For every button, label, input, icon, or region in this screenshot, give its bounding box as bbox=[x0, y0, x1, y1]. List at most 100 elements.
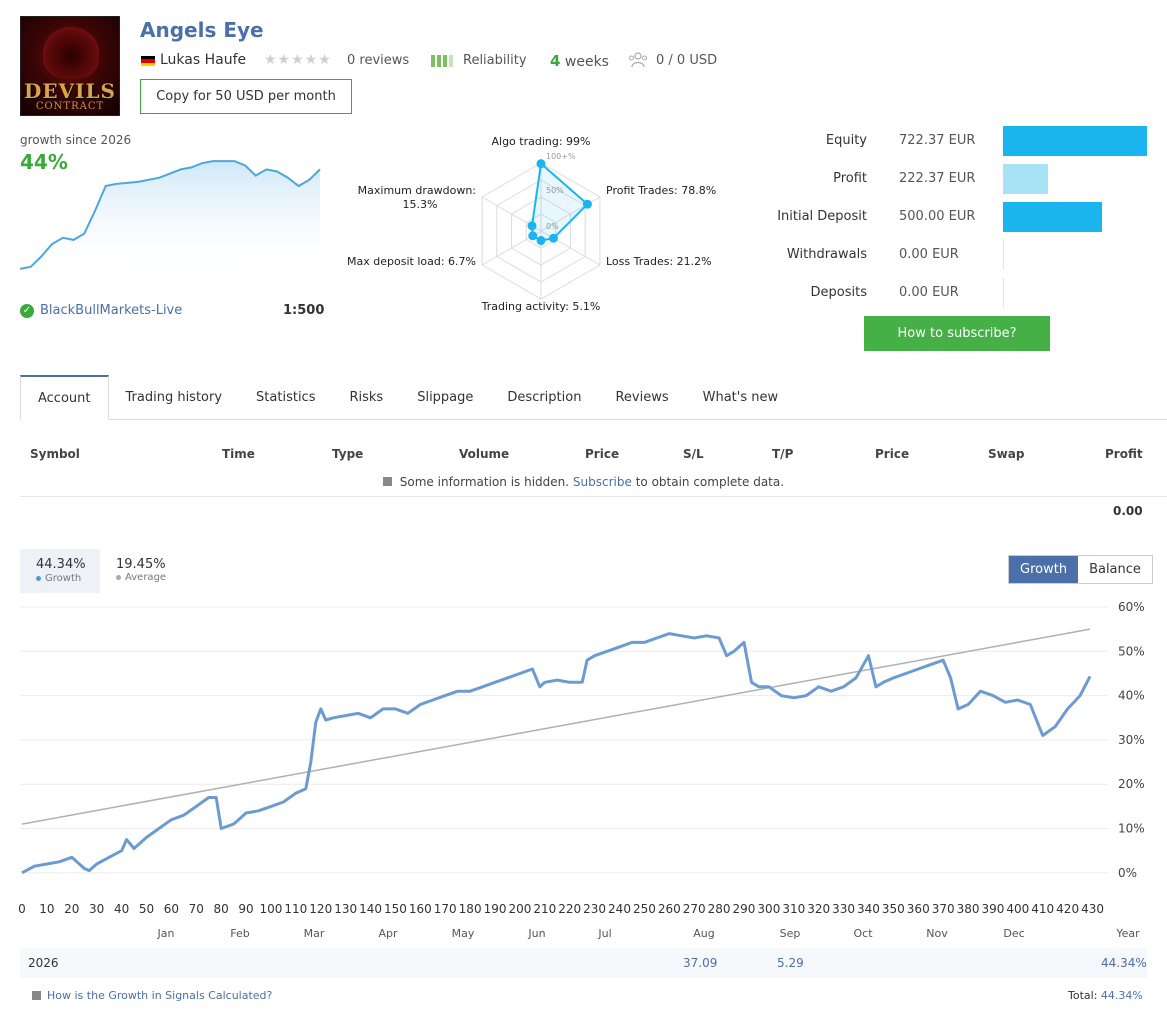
column-header: T/P bbox=[772, 447, 794, 461]
radar-scale-50: 50% bbox=[546, 186, 564, 195]
chart-month-label: Feb bbox=[230, 927, 249, 940]
radar-label-loss: Loss Trades: 21.2% bbox=[606, 255, 712, 268]
radar-label-drawdown: Maximum drawdown: bbox=[358, 184, 476, 197]
chart-x-tick: 430 bbox=[1081, 902, 1104, 916]
chart-x-tick: 240 bbox=[608, 902, 631, 916]
year-row bbox=[20, 948, 1147, 978]
growth-series-line bbox=[21, 632, 1092, 875]
stat-value: 222.37 EUR bbox=[899, 171, 976, 186]
mini-growth-chart bbox=[20, 160, 321, 276]
tab-reviews[interactable]: Reviews bbox=[615, 390, 669, 405]
chart-x-tick: 0 bbox=[18, 902, 26, 916]
growth-help-text[interactable]: How is the Growth in Signals Calculated? bbox=[47, 989, 273, 1002]
reviews-count[interactable]: 0 reviews bbox=[347, 53, 410, 68]
chart-x-tick: 20 bbox=[64, 902, 79, 916]
table-divider bbox=[20, 496, 1167, 497]
author-name[interactable]: Lukas Haufe bbox=[160, 52, 247, 68]
growth-toggle-button[interactable]: Growth bbox=[1009, 556, 1079, 583]
radar-label-activity: Trading activity: 5.1% bbox=[481, 300, 601, 313]
rating-stars-icon: ★★★★★ bbox=[264, 52, 332, 68]
growth-help-link[interactable]: How is the Growth in Signals Calculated? bbox=[32, 989, 272, 1002]
column-header: S/L bbox=[683, 447, 704, 461]
broker-name[interactable]: BlackBullMarkets-Live bbox=[40, 303, 183, 318]
column-header: Time bbox=[222, 447, 255, 461]
radar-label-deposit-load: Max deposit load: 6.7% bbox=[347, 255, 476, 268]
chart-x-tick: 350 bbox=[882, 902, 905, 916]
how-to-subscribe-button[interactable]: How to subscribe? bbox=[864, 316, 1050, 351]
chart-x-tick: 190 bbox=[484, 902, 507, 916]
tab-trading-history[interactable]: Trading history bbox=[125, 390, 223, 405]
average-series-line bbox=[21, 628, 1091, 825]
stat-value: 0.00 EUR bbox=[899, 247, 959, 262]
subscribers-count: 0 / 0 USD bbox=[656, 53, 718, 68]
weeks-number: 4 bbox=[550, 52, 561, 70]
tab-description[interactable]: Description bbox=[507, 390, 582, 405]
balance-toggle-button[interactable]: Balance bbox=[1078, 556, 1152, 583]
legend-growth-text: Growth bbox=[45, 573, 82, 584]
chart-x-tick: 210 bbox=[533, 902, 556, 916]
chart-x-tick: 30 bbox=[89, 902, 104, 916]
radar-label-profit: Profit Trades: 78.8% bbox=[606, 184, 716, 197]
signal-age: 4 weeks bbox=[550, 52, 609, 70]
radar-point bbox=[528, 231, 538, 241]
chart-x-tick: 400 bbox=[1006, 902, 1029, 916]
stat-bar bbox=[1003, 278, 1004, 308]
chart-x-tick: 380 bbox=[957, 902, 980, 916]
year-total-value: 44.34% bbox=[1101, 956, 1147, 970]
chart-x-tick: 120 bbox=[309, 902, 332, 916]
verified-check-icon: ✓ bbox=[20, 303, 34, 318]
chart-x-tick: 140 bbox=[359, 902, 382, 916]
chart-y-tick: 0% bbox=[1118, 866, 1137, 880]
footer-total: Total: 44.34% bbox=[1068, 989, 1143, 1002]
signal-avatar: DEVILS CONTRACT bbox=[20, 16, 120, 116]
subscribe-link[interactable]: Subscribe bbox=[572, 475, 632, 489]
chart-y-tick: 30% bbox=[1118, 733, 1145, 747]
column-header: Price bbox=[585, 447, 620, 461]
chart-x-tick: 60 bbox=[164, 902, 179, 916]
growth-dot-icon bbox=[36, 575, 41, 581]
tab-what-s-new[interactable]: What's new bbox=[702, 390, 779, 405]
tab-statistics[interactable]: Statistics bbox=[256, 390, 316, 405]
radar-chart: 100+% 50% 0% Algo trading: 99% Profit Trades… bbox=[347, 135, 716, 313]
chart-x-tick: 230 bbox=[583, 902, 606, 916]
stat-bar bbox=[1003, 126, 1147, 156]
chart-x-tick: 340 bbox=[857, 902, 880, 916]
legend-growth-label: Growth bbox=[36, 573, 81, 584]
stat-label: Equity bbox=[825, 133, 867, 148]
aug-value: 37.09 bbox=[683, 956, 718, 970]
radar-label-algo: Algo trading: 99% bbox=[491, 135, 590, 148]
copy-signal-button[interactable]: Copy for 50 USD per month bbox=[140, 79, 352, 114]
chart-x-tick: 200 bbox=[508, 902, 531, 916]
avatar-logo-subtext: CONTRACT bbox=[35, 101, 105, 112]
signal-title[interactable]: Angels Eye bbox=[140, 18, 264, 42]
chart-x-tick: 90 bbox=[238, 902, 253, 916]
chart-month-label: Jun bbox=[527, 927, 545, 940]
radar-scale-0: 0% bbox=[546, 222, 559, 231]
info-icon bbox=[382, 477, 392, 486]
tab-bar: Account Trading history Statistics Risks Sli… bbox=[20, 375, 1167, 420]
tab-slippage[interactable]: Slippage bbox=[417, 390, 474, 405]
broker-server[interactable]: ✓ BlackBullMarkets-Live bbox=[20, 303, 182, 318]
chart-y-tick: 40% bbox=[1118, 689, 1145, 703]
chart-month-label: Year bbox=[1115, 927, 1140, 940]
chart-x-tick: 370 bbox=[932, 902, 955, 916]
chart-x-tick: 330 bbox=[832, 902, 855, 916]
leverage: 1:500 bbox=[283, 303, 325, 318]
chart-x-tick: 70 bbox=[189, 902, 204, 916]
chart-x-tick: 10 bbox=[39, 902, 54, 916]
mini-chart-line bbox=[20, 160, 321, 270]
tab-risks[interactable]: Risks bbox=[349, 390, 384, 405]
legend-growth[interactable]: 44.34% Growth bbox=[20, 549, 100, 593]
chart-month-label: Jan bbox=[157, 927, 175, 940]
radar-point bbox=[582, 199, 592, 209]
chart-x-tick: 390 bbox=[981, 902, 1004, 916]
tab-account[interactable]: Account bbox=[20, 375, 109, 420]
footer-total-value: 44.34% bbox=[1100, 989, 1143, 1002]
chart-x-tick: 100 bbox=[260, 902, 283, 916]
chart-x-tick: 180 bbox=[459, 902, 482, 916]
help-icon bbox=[32, 991, 41, 1000]
chart-x-tick: 220 bbox=[558, 902, 581, 916]
growth-chart: 0% 10% 20% 30% 40% 50% 60% 0 10 20 30 40 50 60 70 80 90 1… bbox=[18, 600, 1145, 940]
chart-x-tick: 110 bbox=[284, 902, 307, 916]
legend-average[interactable]: 19.45% Average bbox=[116, 557, 166, 583]
